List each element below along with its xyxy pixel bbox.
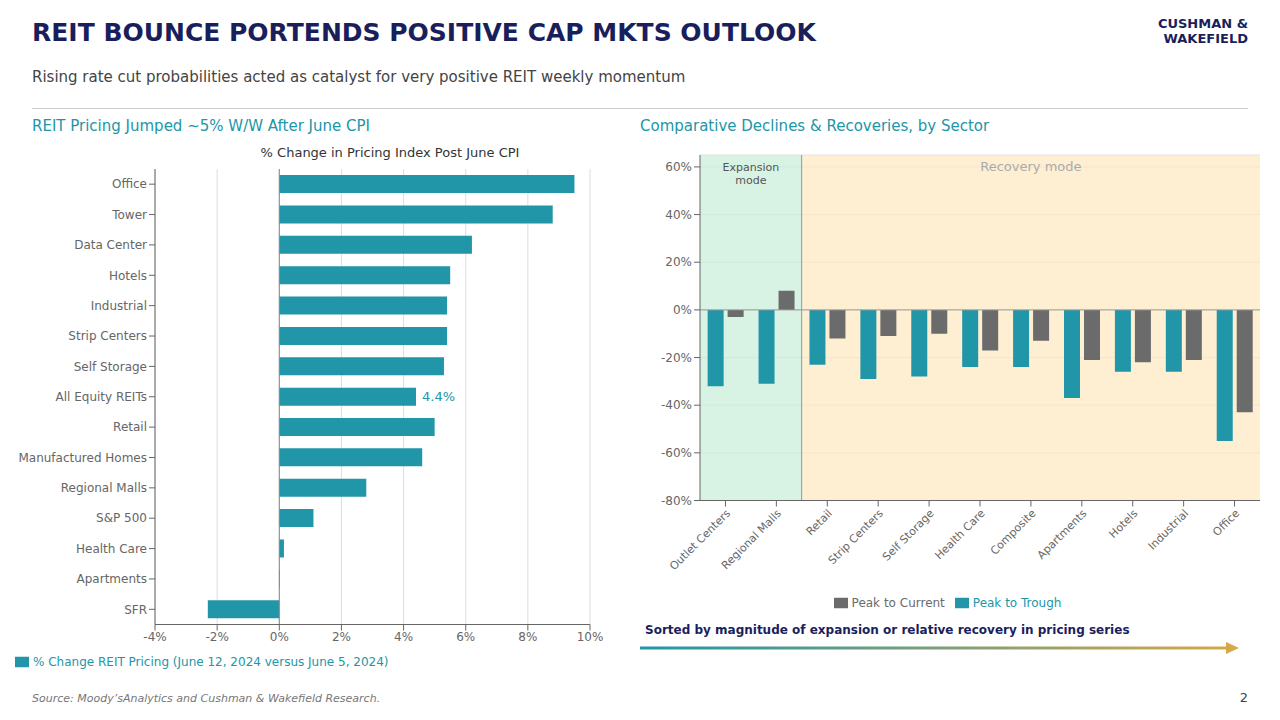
svg-text:4.4%: 4.4% xyxy=(422,389,455,404)
svg-text:6%: 6% xyxy=(456,630,475,644)
html-text:REIT BOUNCE PORTENDS POSITIVE: REIT BOUNCE PORTENDS POSITIVE CAP MKTS O… xyxy=(32,18,816,47)
svg-text:-4%: -4% xyxy=(143,630,166,644)
svg-text:-60%: -60% xyxy=(661,446,692,460)
svg-text:Data Center: Data Center xyxy=(74,238,147,252)
svg-text:Hotels: Hotels xyxy=(1107,507,1141,541)
svg-text:20%: 20% xyxy=(665,255,692,269)
svg-text:Retail: Retail xyxy=(804,507,835,538)
svg-text:40%: 40% xyxy=(665,208,692,222)
svg-text:Strip Centers: Strip Centers xyxy=(68,329,147,343)
svg-text:Apartments: Apartments xyxy=(77,572,147,586)
svg-text:0%: 0% xyxy=(673,303,692,317)
svg-text:Health Care: Health Care xyxy=(76,542,147,556)
html-text:Comparative Declines & Recover: Comparative Declines & Recoveries, by Se… xyxy=(640,117,990,135)
svg-text:-80%: -80% xyxy=(661,494,692,508)
html-text:Peak to Current: Peak to Current xyxy=(851,595,945,610)
svg-text:Regional Malls: Regional Malls xyxy=(719,507,784,572)
svg-text:Strip Centers: Strip Centers xyxy=(826,507,886,567)
html-text:Peak to Trough: Peak to Trough xyxy=(972,595,1062,610)
svg-text:Self Storage: Self Storage xyxy=(74,360,147,374)
svg-text:Composite: Composite xyxy=(988,507,1039,558)
html-text:CUSHMAN & WAKEFIELD: CUSHMAN & WAKEFIELD xyxy=(1157,16,1248,46)
svg-text:Health Care: Health Care xyxy=(932,507,987,562)
svg-text:8%: 8% xyxy=(518,630,537,644)
html-text:Sorted by magnitude of expansi: Sorted by magnitude of expansion or rela… xyxy=(645,623,1130,637)
html-text:2: 2 xyxy=(1239,690,1248,705)
svg-text:4%: 4% xyxy=(394,630,413,644)
svg-text:Office: Office xyxy=(112,177,147,191)
svg-text:Apartments: Apartments xyxy=(1035,507,1090,562)
svg-text:Tower: Tower xyxy=(111,208,147,222)
svg-text:0%: 0% xyxy=(270,630,289,644)
svg-text:SFR: SFR xyxy=(124,603,147,617)
svg-text:2%: 2% xyxy=(332,630,351,644)
svg-text:-40%: -40% xyxy=(661,398,692,412)
svg-text:Outlet Centers: Outlet Centers xyxy=(667,507,734,573)
svg-text:S&P 500: S&P 500 xyxy=(96,511,147,525)
html-text:% Change REIT Pricing (June 12: % Change REIT Pricing (June 12, 2024 ver… xyxy=(33,654,389,669)
html-text:REIT Pricing Jumped ~5% W/W Af: REIT Pricing Jumped ~5% W/W After June C… xyxy=(32,117,370,135)
html-text:Source: Moody’sAnalytics and C: Source: Moody’sAnalytics and Cushman & W… xyxy=(32,692,381,705)
svg-text:10%: 10% xyxy=(577,630,604,644)
svg-text:-2%: -2% xyxy=(205,630,228,644)
svg-text:Self Storage: Self Storage xyxy=(880,507,937,564)
svg-text:Recovery mode: Recovery mode xyxy=(980,159,1081,174)
svg-text:Industrial: Industrial xyxy=(1146,507,1192,553)
svg-text:Retail: Retail xyxy=(113,420,147,434)
svg-text:Regional Malls: Regional Malls xyxy=(61,481,147,495)
svg-text:Expansionmode: Expansionmode xyxy=(723,161,780,187)
svg-text:All Equity REITs: All Equity REITs xyxy=(55,390,147,404)
svg-text:Hotels: Hotels xyxy=(109,269,147,283)
svg-text:60%: 60% xyxy=(665,160,692,174)
svg-text:Office: Office xyxy=(1210,507,1242,539)
svg-text:Industrial: Industrial xyxy=(91,299,147,313)
html-text:Rising rate cut probabilities: Rising rate cut probabilities acted as c… xyxy=(32,68,686,86)
svg-text:-20%: -20% xyxy=(661,351,692,365)
html-text:% Change in Pricing Index Post: % Change in Pricing Index Post June CPI xyxy=(260,145,520,160)
svg-text:Manufactured Homes: Manufactured Homes xyxy=(18,451,147,465)
